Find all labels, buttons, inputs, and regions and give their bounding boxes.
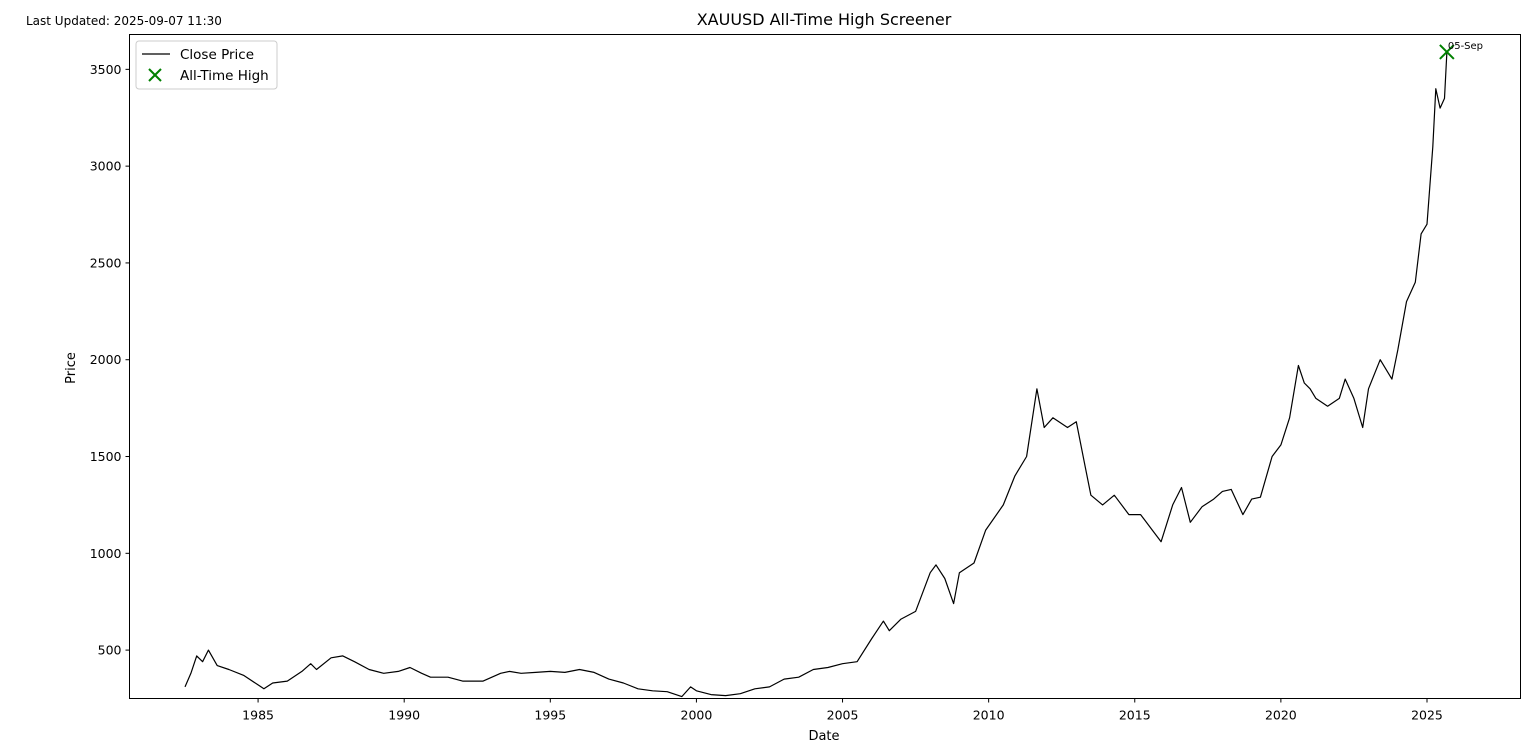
x-tick: 2000 (681, 698, 713, 723)
x-tick: 2020 (1265, 698, 1297, 723)
x-tick-label: 1990 (388, 708, 420, 723)
y-tick: 3500 (90, 62, 130, 77)
series-layer (184, 51, 1448, 698)
y-tick: 1500 (90, 449, 130, 464)
x-tick: 1985 (242, 698, 274, 723)
y-tick-label: 500 (98, 643, 122, 658)
y-tick-label: 1000 (90, 546, 122, 561)
legend-frame (135, 40, 278, 90)
x-axis-ticks: 1985 1990 1995 2000 2005 2010 2015 2020 2025 (242, 698, 1443, 723)
x-tick-label: 2005 (827, 708, 859, 723)
y-tick-label: 3000 (90, 159, 122, 174)
y-axis-label: Price (64, 352, 79, 384)
x-tick: 2015 (1119, 698, 1151, 723)
y-tick-label: 2500 (90, 255, 122, 270)
all-time-high-label: 05-Sep (1448, 41, 1483, 52)
legend-all-time-high-swatch (148, 68, 162, 82)
x-tick: 1995 (534, 698, 566, 723)
y-tick: 3000 (90, 159, 130, 174)
y-tick-label: 2000 (90, 352, 122, 367)
close-price-line (184, 51, 1448, 698)
x-axis-label: Date (808, 729, 839, 744)
x-tick: 2005 (827, 698, 859, 723)
legend-close-price-label: Close Price (180, 47, 254, 63)
x-tick-label: 2020 (1265, 708, 1297, 723)
x-tick-label: 1985 (242, 708, 274, 723)
chart-title: XAUUSD All-Time High Screener (696, 10, 952, 29)
y-tick: 1000 (90, 546, 130, 561)
x-tick: 2010 (973, 698, 1005, 723)
last-updated-text: Last Updated: 2025-09-07 11:30 (26, 14, 222, 28)
legend: Close Price All-Time High (135, 40, 278, 90)
y-tick: 2500 (90, 255, 130, 270)
y-tick: 500 (98, 643, 130, 658)
x-tick-label: 2000 (681, 708, 713, 723)
x-tick-label: 2015 (1119, 708, 1151, 723)
x-tick-label: 2010 (973, 708, 1005, 723)
y-tick: 2000 (90, 352, 130, 367)
y-axis-ticks: 500 1000 1500 2000 2500 3000 3500 (90, 62, 130, 658)
x-tick-label: 1995 (534, 708, 566, 723)
x-tick-label: 2025 (1411, 708, 1443, 723)
plot-frame (129, 34, 1521, 699)
y-tick-label: 3500 (90, 62, 122, 77)
annotation-layer: 05-Sep (1439, 41, 1483, 60)
x-tick: 1990 (388, 698, 420, 723)
all-time-high-marker (1439, 44, 1455, 60)
legend-all-time-high-label: All-Time High (180, 68, 269, 84)
x-tick: 2025 (1411, 698, 1443, 723)
y-tick-label: 1500 (90, 449, 122, 464)
